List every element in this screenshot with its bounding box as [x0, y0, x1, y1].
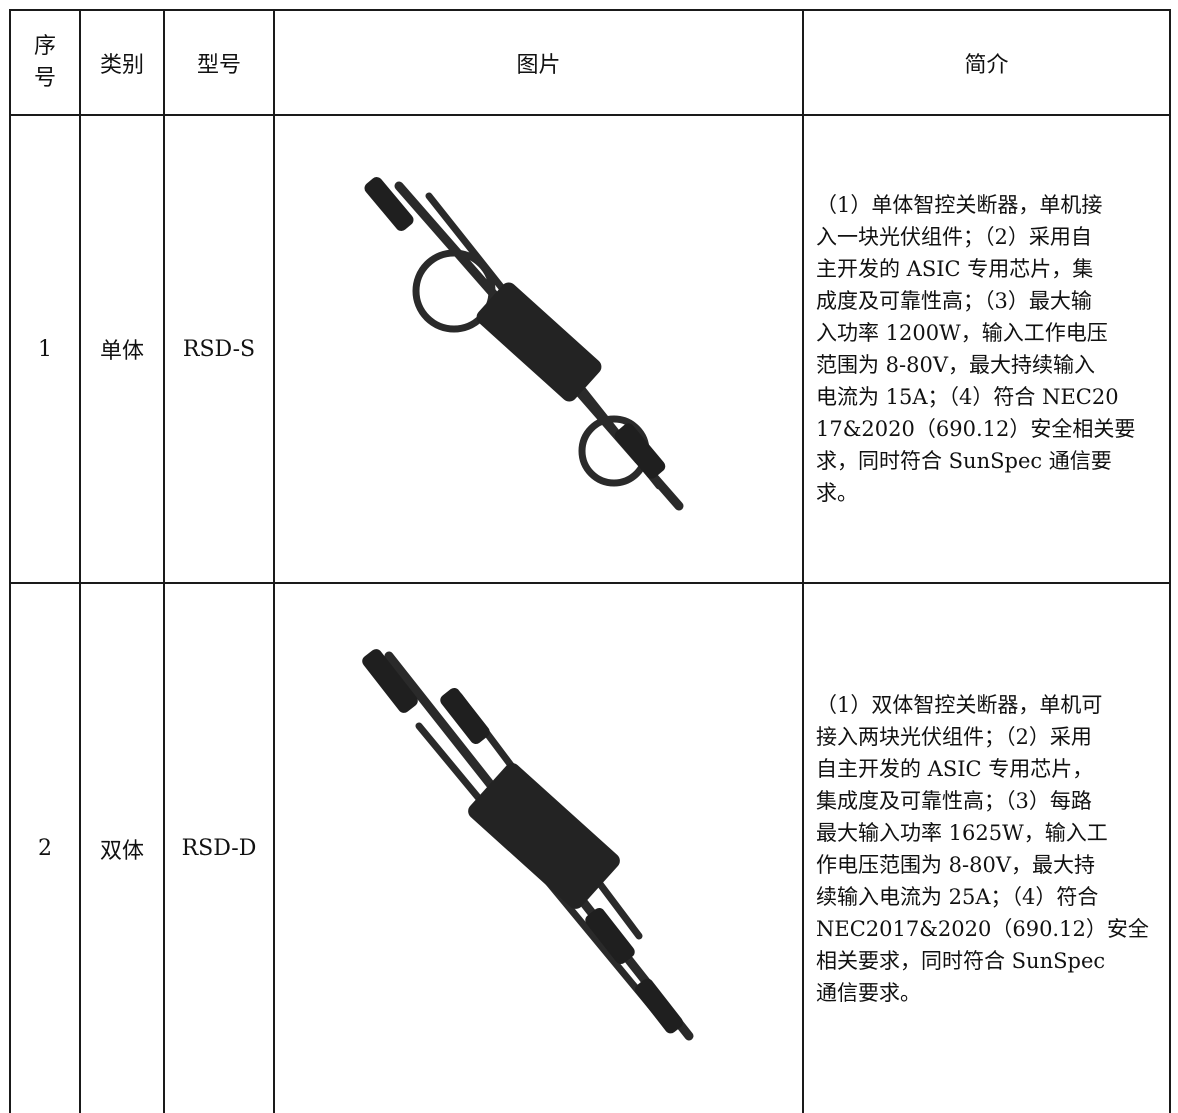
- description-cell: （1）双体智控关断器，单机可 接入两块光伏组件；（2）采用 自主开发的 ASIC 专…: [802, 582, 1171, 1113]
- cell: 1: [9, 114, 81, 584]
- product-image: [364, 177, 683, 511]
- description-line: 通信要求。: [816, 980, 921, 1005]
- description-line: 入一块光伏组件；（2）采用自: [816, 225, 1092, 249]
- header-text: 序号: [33, 33, 56, 91]
- description-line: 求，同时符合 SunSpec 通信要: [816, 449, 1112, 473]
- description-line: 成度及可靠性高；（3）最大输: [816, 289, 1092, 313]
- header-cell: 序号: [9, 9, 81, 116]
- header-cell: 类别: [79, 9, 165, 116]
- image-cell: [273, 582, 804, 1113]
- description-line: 主开发的 ASIC 专用芯片，集: [816, 257, 1094, 281]
- product-image: [361, 648, 693, 1040]
- description-line: 17&2020（690.12）安全相关要: [816, 417, 1136, 441]
- description-line: 相关要求，同时符合 SunSpec: [816, 948, 1106, 973]
- description-line: 电流为 15A；（4）符合 NEC20: [816, 385, 1119, 409]
- description-line: 接入两块光伏组件；（2）采用: [816, 724, 1092, 749]
- product-table: 序号 类别 型号 图片 简介 1 单体 RSD-S （1）单体智控关断器，单机接…: [9, 9, 1171, 1113]
- header-cell: 图片: [273, 9, 804, 116]
- description-line: （1）单体智控关断器，单机接: [816, 193, 1103, 217]
- cell: 双体: [79, 582, 165, 1113]
- image-cell: [273, 114, 804, 584]
- cell: 单体: [79, 114, 165, 584]
- description-cell: （1）单体智控关断器，单机接 入一块光伏组件；（2）采用自 主开发的 ASIC 专用…: [802, 114, 1171, 584]
- cell: 2: [9, 582, 81, 1113]
- description-line: （1）双体智控关断器，单机可: [816, 692, 1103, 717]
- description-line: 续输入电流为 25A；（4）符合: [816, 884, 1099, 909]
- header-cell: 简介: [802, 9, 1171, 116]
- description-line: 集成度及可靠性高；（3）每路: [816, 788, 1092, 813]
- description-line: 最大输入功率 1625W，输入工: [816, 820, 1108, 845]
- description-line: 入功率 1200W，输入工作电压: [816, 321, 1108, 345]
- header-row: 序号 类别 型号 图片 简介: [9, 9, 1171, 116]
- description-line: 自主开发的 ASIC 专用芯片，: [816, 756, 1094, 781]
- description-line: 范围为 8-80V，最大持续输入: [816, 353, 1096, 377]
- description-line: 求。: [816, 481, 858, 505]
- cell: RSD-S: [163, 114, 275, 584]
- table-row: 2 双体 RSD-D （1）双体智控关断器，单机可 接入两块光伏组件；（2）采用自…: [9, 582, 1171, 1113]
- description-line: NEC2017&2020（690.12）安全: [816, 916, 1149, 941]
- header-cell: 型号: [163, 9, 275, 116]
- description-line: 作电压范围为 8-80V，最大持: [816, 852, 1096, 877]
- table-row: 1 单体 RSD-S （1）单体智控关断器，单机接 入一块光伏组件；（2）采用自主…: [9, 114, 1171, 584]
- cell: RSD-D: [163, 582, 275, 1113]
